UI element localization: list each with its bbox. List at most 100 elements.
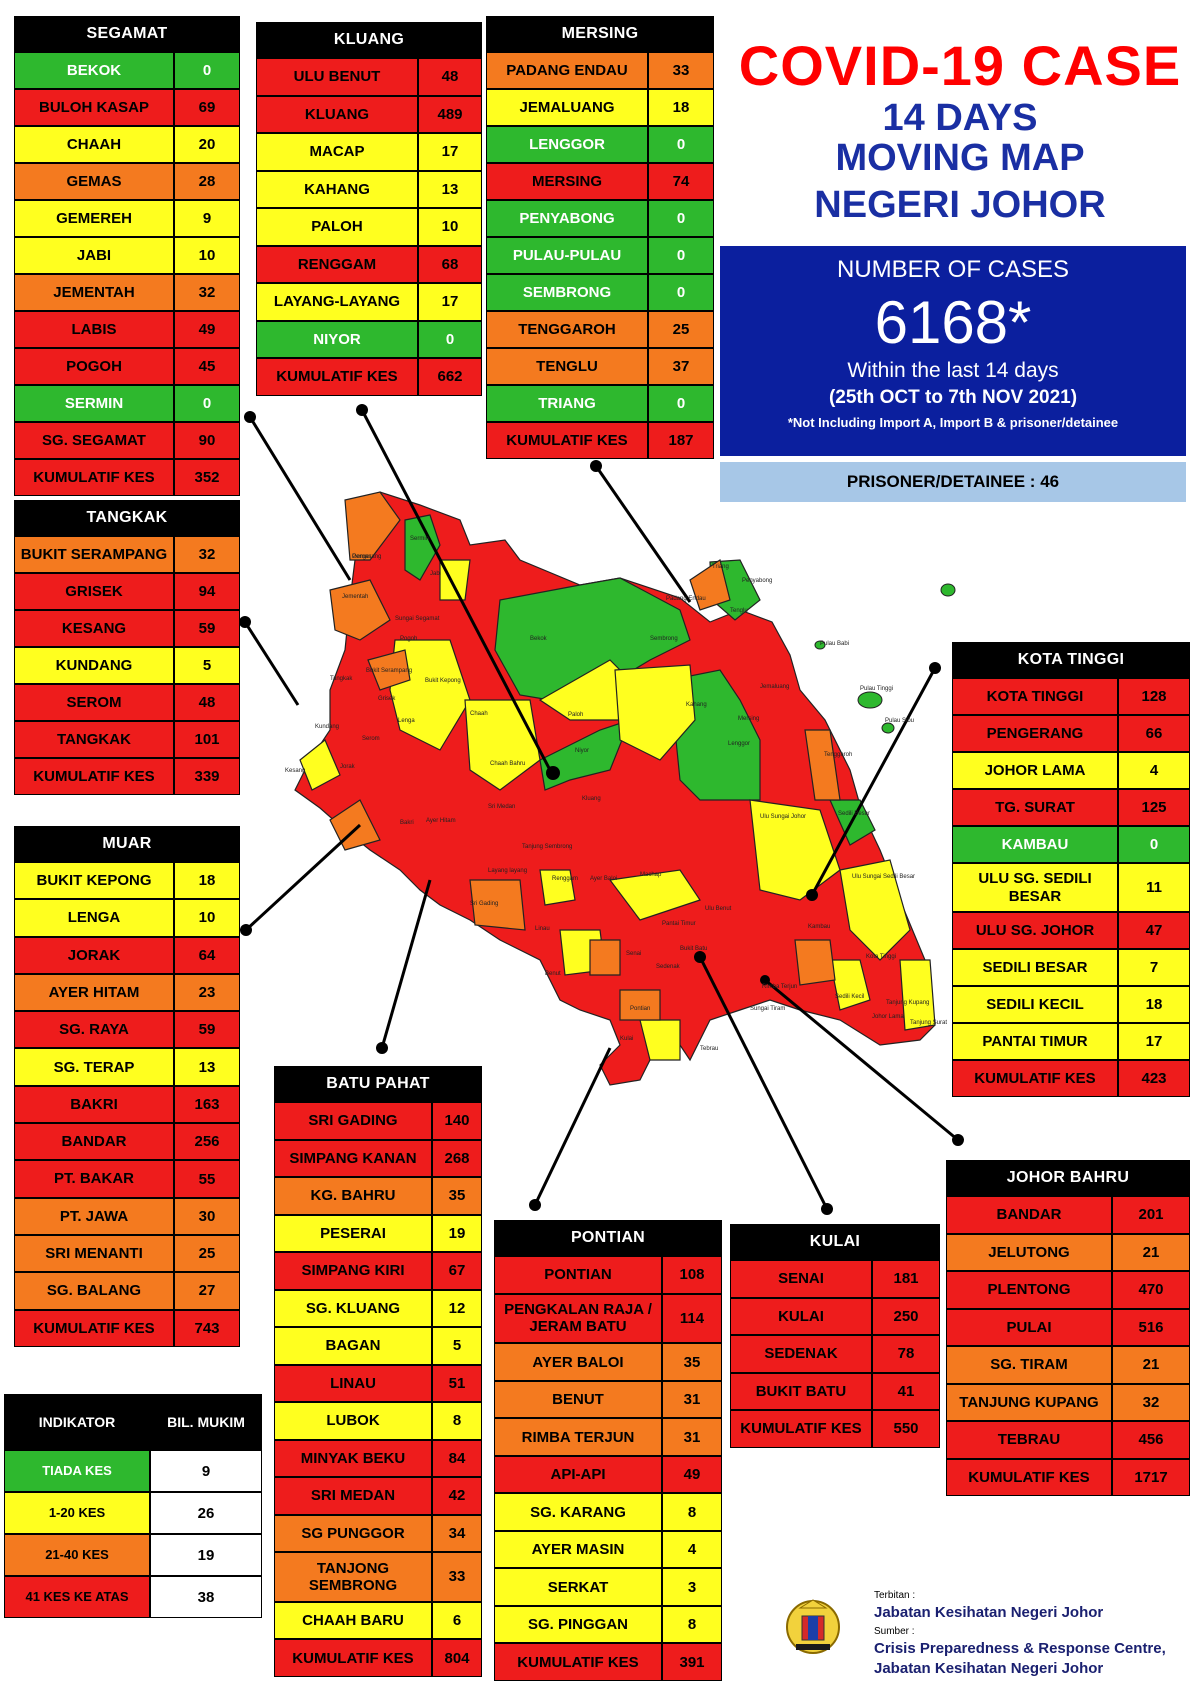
leader-pontian	[533, 1047, 612, 1206]
mukim-name: KAMBAU	[953, 827, 1117, 862]
mukim-name: KUMULATIF KES	[275, 1640, 431, 1676]
map-place-label: Triang	[712, 564, 729, 570]
mukim-row: SG PUNGGOR 34	[275, 1515, 481, 1551]
mukim-name: KULAI	[731, 1298, 871, 1334]
map-place-label: Kundang	[315, 724, 339, 730]
mukim-row: JELUTONG 21	[947, 1234, 1189, 1270]
johor-bahru-table: JOHOR BAHRU BANDAR 201 JELUTONG 21 PLENTONG 47…	[946, 1160, 1190, 1496]
map-region-green	[829, 799, 876, 846]
mukim-case-count: 32	[175, 537, 239, 572]
mukim-row: SG. RAYA 59	[15, 1012, 239, 1048]
mukim-name: SENAI	[731, 1261, 871, 1297]
mukim-case-count: 51	[433, 1365, 481, 1401]
map-region-yellow	[539, 869, 576, 906]
mukim-name: GEMEREH	[15, 201, 173, 236]
mukim-case-count: 8	[663, 1606, 721, 1643]
cumulative-row: KUMULATIF KES 339	[15, 759, 239, 794]
tangkak-header: TANGKAK	[15, 501, 239, 535]
mukim-name: ULU SG. JOHOR	[953, 913, 1117, 949]
legend-label: 21-40 KES	[5, 1535, 149, 1575]
mukim-name: PESERAI	[275, 1215, 431, 1251]
mukim-row: PANTAI TIMUR 17	[953, 1024, 1189, 1060]
leader-dot	[244, 411, 256, 423]
mukim-row: KUNDANG 5	[15, 648, 239, 683]
mukim-case-count: 1717	[1113, 1459, 1189, 1495]
map-place-label: Ulu Sungai Johor	[760, 814, 806, 820]
map-region-orange	[689, 559, 731, 611]
mukim-row: KG. BAHRU 35	[275, 1178, 481, 1214]
mukim-case-count: 35	[433, 1178, 481, 1214]
map-place-label: Mersing	[738, 716, 759, 722]
mukim-row: TANGKAK 101	[15, 722, 239, 757]
map-region-orange	[329, 579, 391, 641]
map-place-label: Ulu Benut	[705, 906, 732, 912]
mukim-case-count: 0	[649, 127, 713, 162]
map-region-yellow	[899, 959, 936, 1031]
mukim-case-count: 49	[175, 312, 239, 347]
map-region-orange	[619, 989, 661, 1021]
mukim-name: SRI GADING	[275, 1103, 431, 1139]
mukim-case-count: 17	[419, 134, 481, 170]
mukim-name: LENGA	[15, 900, 173, 936]
map-region-yellow	[559, 929, 606, 976]
mukim-name: TANJONG SEMBRONG	[275, 1553, 431, 1601]
mukim-row: SG. BALANG 27	[15, 1273, 239, 1309]
mukim-row: GRISEK 94	[15, 574, 239, 609]
mukim-case-count: 743	[175, 1310, 239, 1346]
map-place-label: Grisek	[378, 696, 396, 702]
map-place-label: Renggam	[552, 876, 578, 882]
map-place-label: Chaah Bahru	[490, 761, 525, 767]
legend-header-indikator: INDIKATOR	[5, 1395, 149, 1449]
mukim-case-count: 35	[663, 1344, 721, 1380]
mukim-name: KUMULATIF KES	[953, 1061, 1117, 1097]
mukim-case-count: 41	[873, 1373, 939, 1409]
mukim-name: SIMPANG KIRI	[275, 1253, 431, 1289]
mukim-name: KESANG	[15, 611, 173, 646]
mukim-name: SG PUNGGOR	[275, 1515, 431, 1551]
leader-kota-tinggi	[810, 667, 937, 896]
main-title: COVID-19 CASE	[738, 34, 1182, 97]
map-region-green	[404, 514, 441, 581]
mukim-case-count: 256	[175, 1124, 239, 1160]
mukim-name: SEDILI BESAR	[953, 950, 1117, 986]
legend-row: TIADA KES 9	[5, 1451, 261, 1491]
mukim-row: SRI MENANTI 25	[15, 1235, 239, 1272]
mukim-case-count: 10	[175, 238, 239, 273]
mukim-name: JOHOR LAMA	[953, 753, 1117, 788]
mukim-name: SG. BALANG	[15, 1273, 173, 1309]
map-place-label: Kesang	[285, 768, 305, 774]
leader-kulai	[698, 956, 829, 1210]
mukim-name: KOTA TINGGI	[953, 679, 1117, 714]
map-region-orange	[329, 799, 381, 851]
mukim-row: AYER BALOI 35	[495, 1344, 721, 1380]
kota-tinggi-table: KOTA TINGGI KOTA TINGGI 128 PENGERANG 66 JOHO…	[952, 642, 1190, 1098]
mukim-name: MACAP	[257, 134, 417, 170]
mukim-name: SEDILI KECIL	[953, 987, 1117, 1023]
mukim-case-count: 34	[433, 1515, 481, 1551]
mukim-row: SIMPANG KIRI 67	[275, 1253, 481, 1289]
mukim-case-count: 456	[1113, 1422, 1189, 1458]
mukim-name: ULU SG. SEDILI BESAR	[953, 864, 1117, 912]
mukim-case-count: 339	[175, 759, 239, 794]
map-place-label: Tenglu	[730, 608, 748, 614]
mukim-name: KLUANG	[257, 96, 417, 132]
mukim-row: JEMENTAH 32	[15, 275, 239, 310]
mukim-row: BAKRI 163	[15, 1086, 239, 1123]
mukim-name: KUMULATIF KES	[15, 460, 173, 495]
map-place-label: Kahang	[686, 702, 707, 708]
footer-sumber-label: Sumber :	[874, 1626, 915, 1637]
map-place-label: Kambau	[808, 924, 830, 930]
mukim-case-count: 18	[1119, 987, 1189, 1023]
mukim-name: SRI MENANTI	[15, 1235, 173, 1272]
map-region-yellow	[389, 639, 471, 751]
mukim-case-count: 69	[175, 90, 239, 125]
legend-row: 21-40 KES 19	[5, 1535, 261, 1575]
mukim-row: CHAAH 20	[15, 127, 239, 162]
mukim-name: BUKIT SERAMPANG	[15, 537, 173, 572]
mukim-case-count: 391	[663, 1644, 721, 1680]
map-region-yellow	[538, 659, 641, 721]
mukim-row: GEMEREH 9	[15, 201, 239, 236]
legend-label: 1-20 KES	[5, 1493, 149, 1533]
batu-pahat-header: BATU PAHAT	[275, 1067, 481, 1101]
mukim-name: CHAAH BARU	[275, 1602, 431, 1639]
